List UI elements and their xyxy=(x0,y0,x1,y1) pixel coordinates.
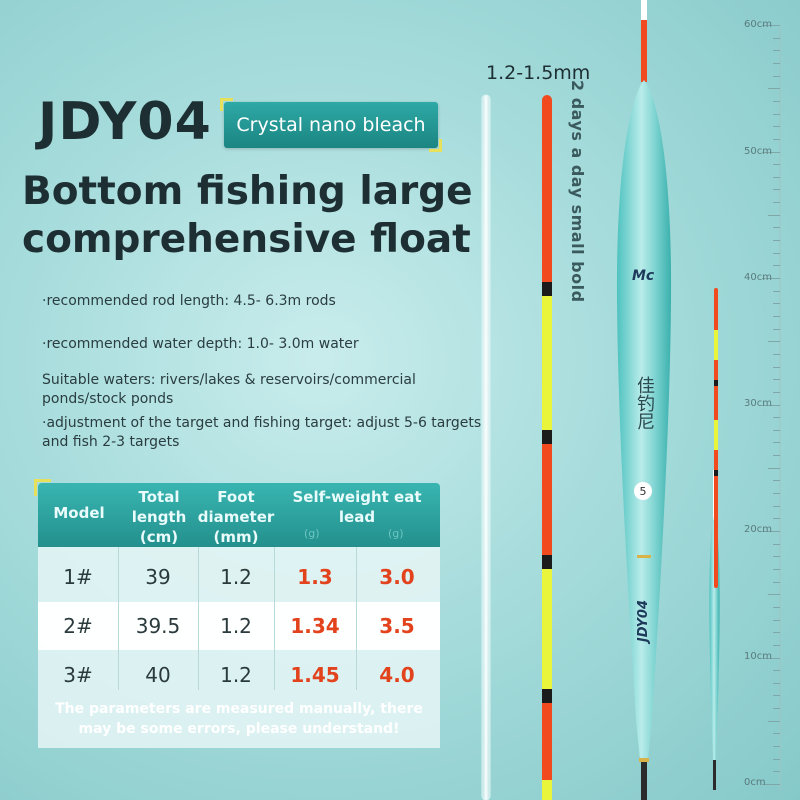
cell-lead: 3.5 xyxy=(379,614,415,638)
headline-line-1: Bottom fishing large xyxy=(22,169,473,214)
table-row: 3# 40 1.2 1.45 4.0 xyxy=(38,651,440,699)
cell-length: 39.5 xyxy=(135,614,181,638)
cell-diameter: 1.2 xyxy=(220,614,252,638)
cell-model: 1# xyxy=(63,565,93,589)
th-total-length: Total length (cm) xyxy=(131,488,187,546)
brand-mark: Mc xyxy=(632,268,655,284)
tip-caption: 2 days a day small bold xyxy=(568,80,587,303)
cell-length: 40 xyxy=(145,663,171,687)
ruler-label: 0cm xyxy=(744,777,766,788)
badge-corner xyxy=(220,98,233,111)
cell-self-weight: 1.34 xyxy=(290,614,340,638)
ruler-label: 40cm xyxy=(744,272,772,283)
ruler-label: 50cm xyxy=(744,146,772,157)
cell-lead: 4.0 xyxy=(379,663,415,687)
th-unit-b: (g) xyxy=(388,527,404,540)
ruler-label: 30cm xyxy=(744,398,772,409)
spec-water-depth: ·recommended water depth: 1.0- 3.0m wate… xyxy=(42,336,359,352)
ruler-label: 20cm xyxy=(744,524,772,535)
spec-adjustment: ·adjustment of the target and fishing ta… xyxy=(42,415,482,450)
column-divider xyxy=(356,547,357,690)
ruler-label: 60cm xyxy=(744,19,772,30)
spec-table: Model Total length (cm) Foot diameter (m… xyxy=(34,479,440,748)
headline-line-2: comprehensive float xyxy=(22,217,471,262)
float-body xyxy=(616,0,672,800)
th-model: Model xyxy=(53,504,105,522)
cell-diameter: 1.2 xyxy=(220,565,252,589)
column-divider xyxy=(198,547,199,690)
th-unit-a: (g) xyxy=(304,527,320,540)
spec-suitable-waters: Suitable waters: rivers/lakes & reservoi… xyxy=(42,372,416,407)
cell-lead: 3.0 xyxy=(379,565,415,589)
headline: Bottom fishing large comprehensive float xyxy=(22,168,473,264)
table-body: 1# 39 1.2 1.3 3.0 2# 39.5 1.2 1.34 3.5 3… xyxy=(38,547,440,748)
badge-corner xyxy=(429,139,442,152)
ruler-label: 10cm xyxy=(744,651,772,662)
cell-self-weight: 1.3 xyxy=(297,565,333,589)
chinese-name: 佳钓尼 xyxy=(634,376,655,430)
table-header: Model Total length (cm) Foot diameter (m… xyxy=(34,479,440,547)
cell-length: 39 xyxy=(145,565,171,589)
disclaimer-note: The parameters are measured manually, th… xyxy=(55,701,423,737)
clear-tip xyxy=(481,94,491,800)
colored-tip xyxy=(542,95,552,800)
spec-rod-length: ·recommended rod length: 4.5- 6.3m rods xyxy=(42,293,336,309)
model-title: JDY04 xyxy=(38,92,212,152)
small-colored-tip xyxy=(714,288,718,588)
cell-diameter: 1.2 xyxy=(220,663,252,687)
cell-self-weight: 1.45 xyxy=(290,663,340,687)
material-badge: Crystal nano bleach xyxy=(220,98,442,152)
size-number-badge: 5 xyxy=(634,482,652,500)
column-divider xyxy=(118,547,119,690)
table-corner xyxy=(34,479,51,496)
table-row: 2# 39.5 1.2 1.34 3.5 xyxy=(38,602,440,650)
table-row: 1# 39 1.2 1.3 3.0 xyxy=(38,553,440,601)
badge-label: Crystal nano bleach xyxy=(236,114,426,136)
cell-model: 2# xyxy=(63,614,93,638)
cell-model: 3# xyxy=(63,663,93,687)
float-body-text: JDY04 xyxy=(636,600,651,643)
th-foot-diameter: Foot diameter (mm) xyxy=(197,488,275,546)
column-divider xyxy=(274,547,275,690)
diameter-label: 1.2-1.5mm xyxy=(486,62,591,84)
th-self-weight: Self-weight eat lead xyxy=(292,488,422,526)
